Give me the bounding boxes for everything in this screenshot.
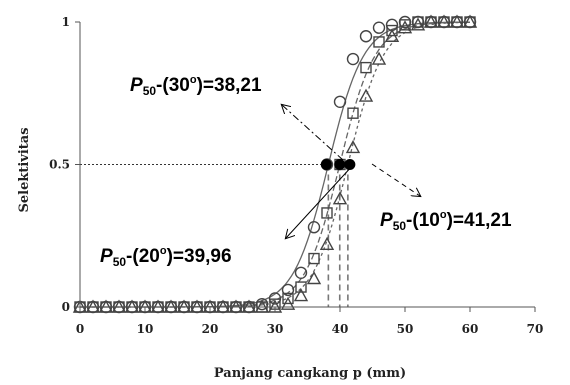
- y-tick-label: 0.5: [49, 158, 70, 172]
- triangle-point: [423, 14, 439, 28]
- triangle-point: [410, 17, 426, 31]
- triangle-point: [397, 20, 413, 34]
- circle-point: [372, 21, 386, 34]
- annotation-20deg: P50-(20o)=39,96: [100, 245, 232, 269]
- triangle-point: [319, 236, 335, 251]
- y-tick-label: 0: [62, 300, 70, 314]
- triangle-point: [280, 296, 296, 310]
- y-axis-title: Selektivitas: [17, 127, 32, 212]
- triangle-point: [306, 271, 322, 285]
- circle-point: [346, 52, 360, 66]
- triangle-point: [384, 28, 400, 42]
- arrow-20deg: [286, 163, 355, 238]
- x-axis-title: Panjang cangkang p (mm): [214, 366, 406, 381]
- circle-point: [333, 95, 347, 109]
- x-tick-labels: 0 10 20 30 40 50 60 70: [76, 322, 544, 336]
- square-point: [295, 281, 307, 293]
- triangle-point: [332, 191, 348, 205]
- x-tick-label: 60: [462, 322, 479, 336]
- circle-point: [307, 220, 321, 234]
- x-tick-label: 10: [137, 322, 154, 336]
- circle-point: [359, 30, 373, 43]
- p50-dot: [320, 159, 332, 170]
- annotation-30deg: P50-(30o)=38,21: [130, 74, 262, 98]
- triangle-point: [462, 14, 478, 28]
- square-point: [282, 292, 294, 305]
- p50-dot: [344, 159, 356, 170]
- triangle-point: [371, 51, 387, 65]
- x-tick-label: 50: [397, 322, 414, 336]
- triangle-point: [358, 88, 374, 102]
- square-point: [373, 36, 385, 48]
- square-point: [412, 16, 424, 28]
- triangle-point: [436, 14, 452, 28]
- circle-point: [294, 266, 308, 279]
- square-point: [386, 24, 398, 37]
- triangle-point: [449, 14, 465, 28]
- arrow-10deg: [371, 163, 420, 196]
- axes: [75, 21, 536, 312]
- p50-dots: [320, 159, 356, 170]
- square-point: [360, 61, 372, 74]
- annotation-10deg: P50-(10o)=41,21: [380, 209, 512, 233]
- x-tick-label: 20: [202, 322, 219, 336]
- x-tick-label: 70: [527, 322, 544, 336]
- x-tick-label: 40: [332, 322, 349, 336]
- square-point: [321, 207, 333, 219]
- square-point: [347, 107, 359, 119]
- square-point: [399, 19, 411, 31]
- triangle-point: [293, 288, 309, 302]
- circle-point: [281, 283, 295, 297]
- plot-marks: [72, 14, 478, 314]
- triangle-point: [345, 139, 361, 154]
- square-point: [308, 252, 320, 265]
- y-tick-label: 1: [62, 15, 70, 29]
- y-tick-labels: 00.51: [49, 15, 70, 314]
- p50-dot: [334, 159, 346, 170]
- arrow-30deg: [282, 105, 344, 161]
- x-tick-label: 0: [76, 322, 84, 336]
- x-tick-label: 30: [267, 322, 284, 336]
